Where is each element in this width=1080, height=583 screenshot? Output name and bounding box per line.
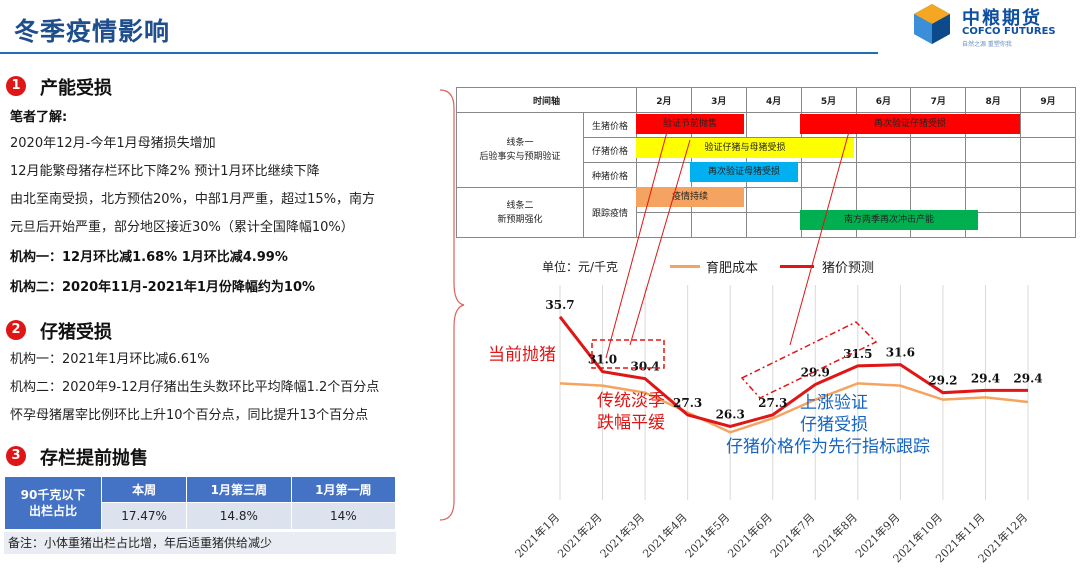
data-label: 26.3 [716, 408, 745, 422]
legend-label: 猪价预测 [822, 261, 875, 276]
annotation-rise-1: 上涨验证 [800, 393, 868, 413]
data-label: 31.0 [588, 353, 617, 367]
data-label: 30.4 [630, 360, 659, 374]
data-label: 31.5 [843, 347, 872, 361]
timeline-month: 2月 [636, 87, 692, 113]
s1-line-2: 12月能繁母猪存栏环比下降2% 预计1月环比继续下降 [10, 164, 320, 179]
table-col-header: 1月第一周 [290, 476, 397, 503]
page-title: 冬季疫情影响 [14, 17, 171, 46]
sale-ratio-table: 90千克以下 出栏占比 本周 1月第三周 1月第一周 17.47% 14.8% … [4, 476, 397, 530]
section-2-number: 2 [6, 320, 26, 340]
data-label: 35.7 [545, 298, 574, 312]
annotation-current: 当前抛猪 [488, 345, 556, 365]
legend-label: 育肥成本 [706, 261, 759, 276]
timeline-month: 5月 [800, 87, 857, 113]
timeline-month: 7月 [910, 87, 967, 113]
data-label: 31.6 [886, 346, 915, 360]
timeline-bar-orange: 疫情持续 [636, 187, 744, 207]
s1-line-1: 2020年12月-今年1月母猪损失增加 [10, 136, 216, 151]
logo-english-text: COFCO FUTURES [962, 26, 1056, 37]
timeline-row-label: 仔猪价格 [583, 137, 637, 163]
timeline-month: 3月 [690, 87, 747, 113]
data-label: 29.9 [801, 366, 830, 380]
legend-swatch-price [780, 265, 814, 268]
s1-line-3: 由北至南受损，北方预估20%，中部1月严重，超过15%，南方 [10, 192, 376, 207]
data-label: 27.3 [758, 396, 787, 410]
table-cell: 14.8% [186, 502, 292, 530]
x-tick-label: 2021年4月 [640, 510, 690, 560]
title-underline [0, 52, 878, 54]
logo-slogan: 自然之源 重塑你我 [962, 41, 1012, 48]
x-tick-label: 2021年2月 [554, 510, 604, 560]
timeline-row-label: 生猪价格 [583, 112, 637, 138]
timeline-bar-green: 南方两季再次冲击产能 [800, 210, 978, 230]
annotation-season-1: 传统淡季 [597, 391, 665, 411]
data-label: 29.4 [971, 371, 1000, 385]
timeline-month: 9月 [1020, 87, 1076, 113]
x-tick-label: 2021年10月 [890, 510, 945, 565]
data-label: 29.4 [1013, 371, 1042, 385]
s2-line-0: 机构一：2021年1月环比减6.61% [10, 352, 210, 367]
timeline-bar-red: 验证节前抛售 [636, 114, 744, 134]
s2-line-1: 机构二：2020年9-12月仔猪出生头数环比平均降幅1.2个百分点 [10, 380, 380, 395]
table-note: 备注：小体重猪出栏占比增，年后适重猪供给减少 [4, 532, 396, 554]
section-2-title: 仔猪受损 [40, 322, 112, 343]
timeline-row-label: 跟踪疫情 [583, 187, 637, 238]
x-tick-label: 2021年7月 [767, 510, 817, 560]
x-tick-label: 2021年11月 [932, 510, 987, 565]
s2-line-2: 怀孕母猪屠宰比例环比上升10个百分点，同比提升13个百分点 [10, 408, 369, 423]
x-tick-label: 2021年6月 [725, 510, 775, 560]
timeline-bar-red: 再次验证仔猪受损 [800, 114, 1020, 134]
timeline-month: 4月 [745, 87, 802, 113]
x-tick-label: 2021年8月 [810, 510, 860, 560]
section-3-title: 存栏提前抛售 [40, 448, 148, 469]
section-1-number: 1 [6, 76, 26, 96]
table-cell: 14% [290, 502, 397, 530]
timeline-bar-yellow: 验证仔猪与母猪受损 [636, 138, 854, 158]
x-tick-label: 2021年5月 [682, 510, 732, 560]
s1-line-0: 笔者了解: [10, 110, 68, 125]
annotation-box [740, 321, 878, 399]
table-col-header: 1月第三周 [186, 476, 292, 503]
table-row-header: 90千克以下 出栏占比 [4, 476, 102, 530]
section-3-number: 3 [6, 446, 26, 466]
data-label: 29.2 [928, 374, 957, 388]
x-tick-label: 2021年12月 [975, 510, 1030, 565]
timeline-month: 6月 [855, 87, 912, 113]
x-tick-label: 2021年1月 [512, 510, 562, 560]
table-col-header: 本周 [100, 476, 188, 503]
timeline-group-1: 线条一 后验事实与预期验证 [456, 112, 584, 188]
x-tick-label: 2021年9月 [852, 510, 902, 560]
logo-chinese-text: 中粮期货 [962, 8, 1042, 29]
chart-unit-label: 单位：元/千克 [542, 260, 619, 274]
bracket-divider [439, 89, 465, 521]
annotation-rise-2: 仔猪受损 [800, 415, 868, 435]
cofco-logo-icon [914, 4, 950, 44]
s1-line-4: 元旦后开始严重，部分地区接近30%（累计全国降幅10%） [10, 220, 354, 235]
data-label: 27.3 [673, 396, 702, 410]
timeline-month: 8月 [965, 87, 1022, 113]
section-1-title: 产能受损 [40, 78, 112, 99]
timeline-group-2: 线条二 新预期强化 [456, 187, 584, 238]
timeline-bar-blue: 再次验证母猪受损 [690, 162, 798, 182]
timeline-row-label: 种猪价格 [583, 162, 637, 188]
x-tick-label: 2021年3月 [597, 510, 647, 560]
legend-swatch-cost [670, 265, 700, 268]
annotation-box [591, 339, 665, 369]
timeline-axis-label: 时间轴 [456, 87, 637, 113]
annotation-season-2: 跌幅平缓 [597, 413, 665, 433]
s1-line-5: 机构一：12月环比减1.68% 1月环比减4.99% [10, 250, 288, 265]
s1-line-6: 机构二：2020年11月-2021年1月份降幅约为10% [10, 280, 316, 295]
annotation-rise-3: 仔猪价格作为先行指标跟踪 [726, 437, 930, 457]
table-cell: 17.47% [100, 502, 188, 530]
